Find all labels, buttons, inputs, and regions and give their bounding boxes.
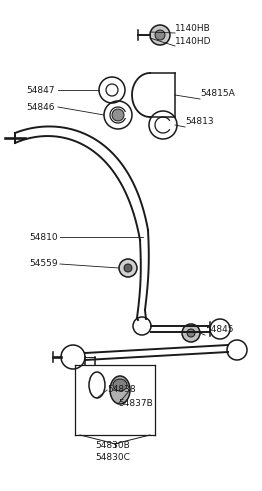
Circle shape xyxy=(182,324,200,342)
Circle shape xyxy=(155,30,165,40)
Ellipse shape xyxy=(113,379,127,391)
Text: 54810: 54810 xyxy=(29,233,58,242)
Ellipse shape xyxy=(110,376,130,404)
Circle shape xyxy=(112,109,124,121)
Circle shape xyxy=(150,25,170,45)
Circle shape xyxy=(124,264,132,272)
Text: 54830C: 54830C xyxy=(96,454,130,463)
Circle shape xyxy=(119,259,137,277)
Text: 1140HD: 1140HD xyxy=(175,36,211,46)
Text: 54559: 54559 xyxy=(29,260,58,269)
Text: 54837B: 54837B xyxy=(118,400,153,409)
Text: 54838: 54838 xyxy=(107,385,136,394)
Circle shape xyxy=(187,329,195,337)
Text: 54815A: 54815A xyxy=(200,88,235,98)
Text: 54813: 54813 xyxy=(185,116,214,126)
Text: 1140HB: 1140HB xyxy=(175,24,211,32)
Text: 54845: 54845 xyxy=(205,326,233,334)
Text: 54847: 54847 xyxy=(26,85,55,94)
Text: 54846: 54846 xyxy=(26,103,55,111)
Text: 54830B: 54830B xyxy=(96,440,130,449)
